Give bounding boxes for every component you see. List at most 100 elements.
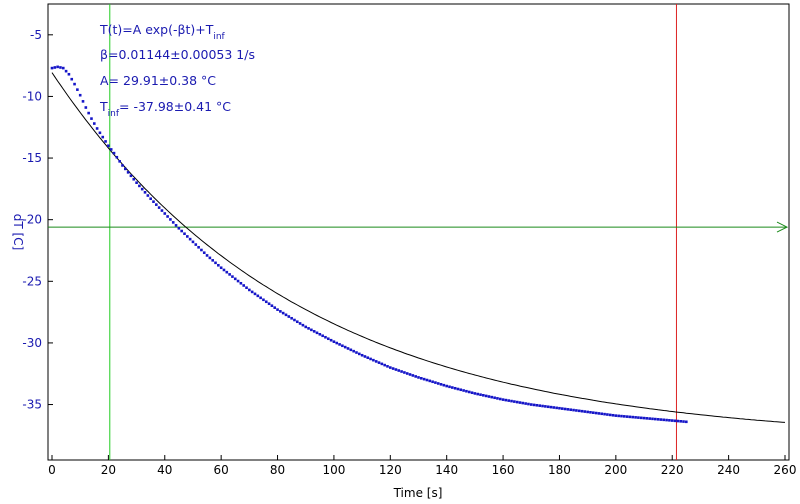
data-point — [143, 191, 147, 194]
x-tick-label: 220 — [661, 463, 684, 477]
data-point — [121, 164, 124, 167]
fit-amplitude: A= 29.91±0.38 °C — [100, 73, 216, 88]
y-tick-label: -10 — [22, 89, 42, 103]
data-point — [194, 243, 198, 246]
data-point — [146, 194, 150, 197]
data-point — [287, 315, 291, 318]
y-tick-label: -15 — [22, 151, 42, 165]
fit-tinf: Tinf= -37.98±0.41 °C — [99, 99, 231, 119]
fit-curve — [51, 72, 786, 423]
x-tick-label: 140 — [435, 463, 458, 477]
data-point — [155, 203, 158, 206]
data-point — [256, 294, 260, 298]
data-point — [597, 412, 601, 415]
data-point — [138, 184, 141, 188]
data-point — [219, 266, 223, 270]
data-point — [453, 386, 457, 390]
data-point — [169, 218, 172, 221]
data-point — [228, 273, 231, 276]
data-point — [645, 417, 649, 420]
cursor-markers — [48, 4, 789, 460]
data-point — [326, 337, 330, 341]
data-point — [357, 352, 361, 356]
data-point — [346, 347, 350, 350]
data-point — [352, 349, 355, 353]
data-point — [248, 288, 251, 292]
data-point — [493, 396, 496, 400]
data-point — [315, 331, 319, 335]
data-point — [211, 259, 214, 262]
x-tick-label: 80 — [270, 463, 285, 477]
data-point — [572, 408, 575, 412]
data-point — [200, 248, 203, 252]
data-point — [651, 417, 654, 421]
data-point — [160, 209, 164, 212]
data-point — [273, 306, 277, 309]
data-point — [496, 397, 499, 400]
data-point — [546, 405, 550, 409]
data-point — [544, 405, 547, 408]
data-point — [377, 361, 381, 364]
data-point — [276, 308, 279, 311]
fit-beta: β=0.01144±0.00053 1/s — [100, 47, 255, 62]
data-point — [631, 415, 635, 419]
data-point — [163, 212, 167, 215]
data-point — [205, 254, 209, 257]
data-point — [295, 320, 299, 324]
data-point — [600, 412, 604, 416]
x-tick-label: 60 — [214, 463, 229, 477]
data-point — [231, 275, 234, 278]
data-point — [87, 111, 90, 115]
data-point — [363, 355, 367, 358]
data-point — [73, 82, 76, 86]
data-point — [279, 310, 282, 313]
data-point — [95, 127, 99, 130]
data-point — [369, 357, 372, 361]
data-point — [78, 93, 82, 97]
data-point — [560, 407, 564, 410]
data-point — [414, 375, 417, 378]
data-point — [118, 160, 121, 163]
data-point — [563, 407, 567, 411]
data-point — [174, 224, 178, 227]
data-point — [431, 380, 434, 384]
data-point — [225, 270, 229, 274]
data-point — [202, 251, 206, 255]
data-point — [391, 367, 395, 370]
data-point — [349, 348, 353, 352]
data-point — [603, 412, 606, 416]
data-point — [383, 363, 386, 367]
data-point — [673, 419, 677, 423]
data-point — [490, 395, 494, 399]
data-point — [197, 245, 200, 249]
arrow-head-icon — [776, 221, 789, 233]
x-axis-label: Time [s] — [393, 486, 443, 500]
data-point — [617, 414, 620, 418]
data-point — [284, 313, 288, 317]
data-point — [386, 365, 389, 368]
data-point — [177, 227, 181, 230]
data-point — [312, 330, 316, 333]
fit-formula: T(t)=A exp(-βt)+Tinf — [99, 22, 226, 42]
data-point — [307, 327, 310, 330]
data-point — [109, 148, 113, 151]
data-point — [104, 140, 107, 143]
data-point — [682, 420, 685, 423]
data-point — [420, 376, 423, 380]
data-point — [428, 379, 432, 383]
y-tick-label: -5 — [30, 28, 42, 42]
data-point — [53, 66, 57, 69]
plot-frame — [47, 3, 790, 461]
data-point — [90, 117, 93, 120]
data-point — [310, 328, 313, 332]
y-tick-label: -35 — [22, 398, 42, 412]
data-point — [267, 302, 271, 306]
data-point — [586, 410, 589, 414]
data-point — [535, 403, 539, 407]
data-point — [527, 402, 530, 406]
data-point — [425, 378, 429, 382]
data-point — [558, 406, 561, 410]
data-point — [397, 369, 401, 372]
data-point — [456, 387, 460, 391]
